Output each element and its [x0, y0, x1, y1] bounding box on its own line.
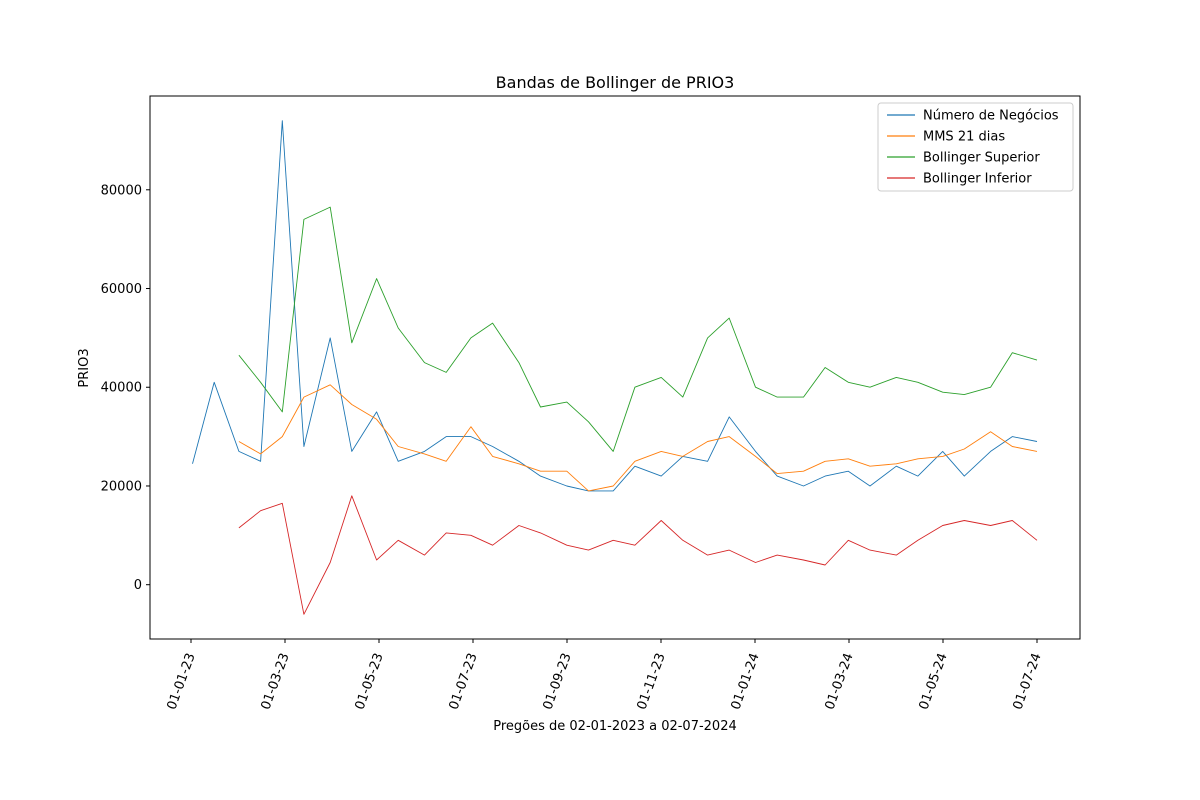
- legend: Número de Negócios MMS 21 dias Bollinger S…: [877, 102, 1074, 192]
- legend-label-3: Bollinger Superior: [923, 151, 1040, 166]
- series-layer: [192, 120, 1038, 615]
- y-axis-label: PRIO3: [77, 348, 92, 387]
- series-line-4: [238, 495, 1038, 615]
- plot-area-frame: [149, 95, 1081, 640]
- series-line-3: [238, 206, 1038, 452]
- chart-title: Bandas de Bollinger de PRIO3: [496, 73, 735, 92]
- legend-label-1: Número de Negócios: [923, 109, 1059, 124]
- series-line-1: [192, 120, 1038, 492]
- y-axis: 0 20000 40000 60000 80000: [101, 183, 150, 593]
- y-tick-label: 0: [134, 578, 142, 593]
- y-tick-label: 80000: [101, 183, 142, 198]
- legend-box: [877, 102, 1074, 192]
- x-axis-label: Pregões de 02-01-2023 a 02-07-2024: [493, 719, 737, 734]
- series-line-2: [238, 384, 1038, 492]
- y-tick-label: 60000: [101, 282, 142, 297]
- y-tick-label: 20000: [101, 479, 142, 494]
- legend-label-2: MMS 21 dias: [923, 130, 1005, 145]
- legend-label-4: Bollinger Inferior: [923, 172, 1032, 187]
- y-tick-label: 40000: [101, 381, 142, 396]
